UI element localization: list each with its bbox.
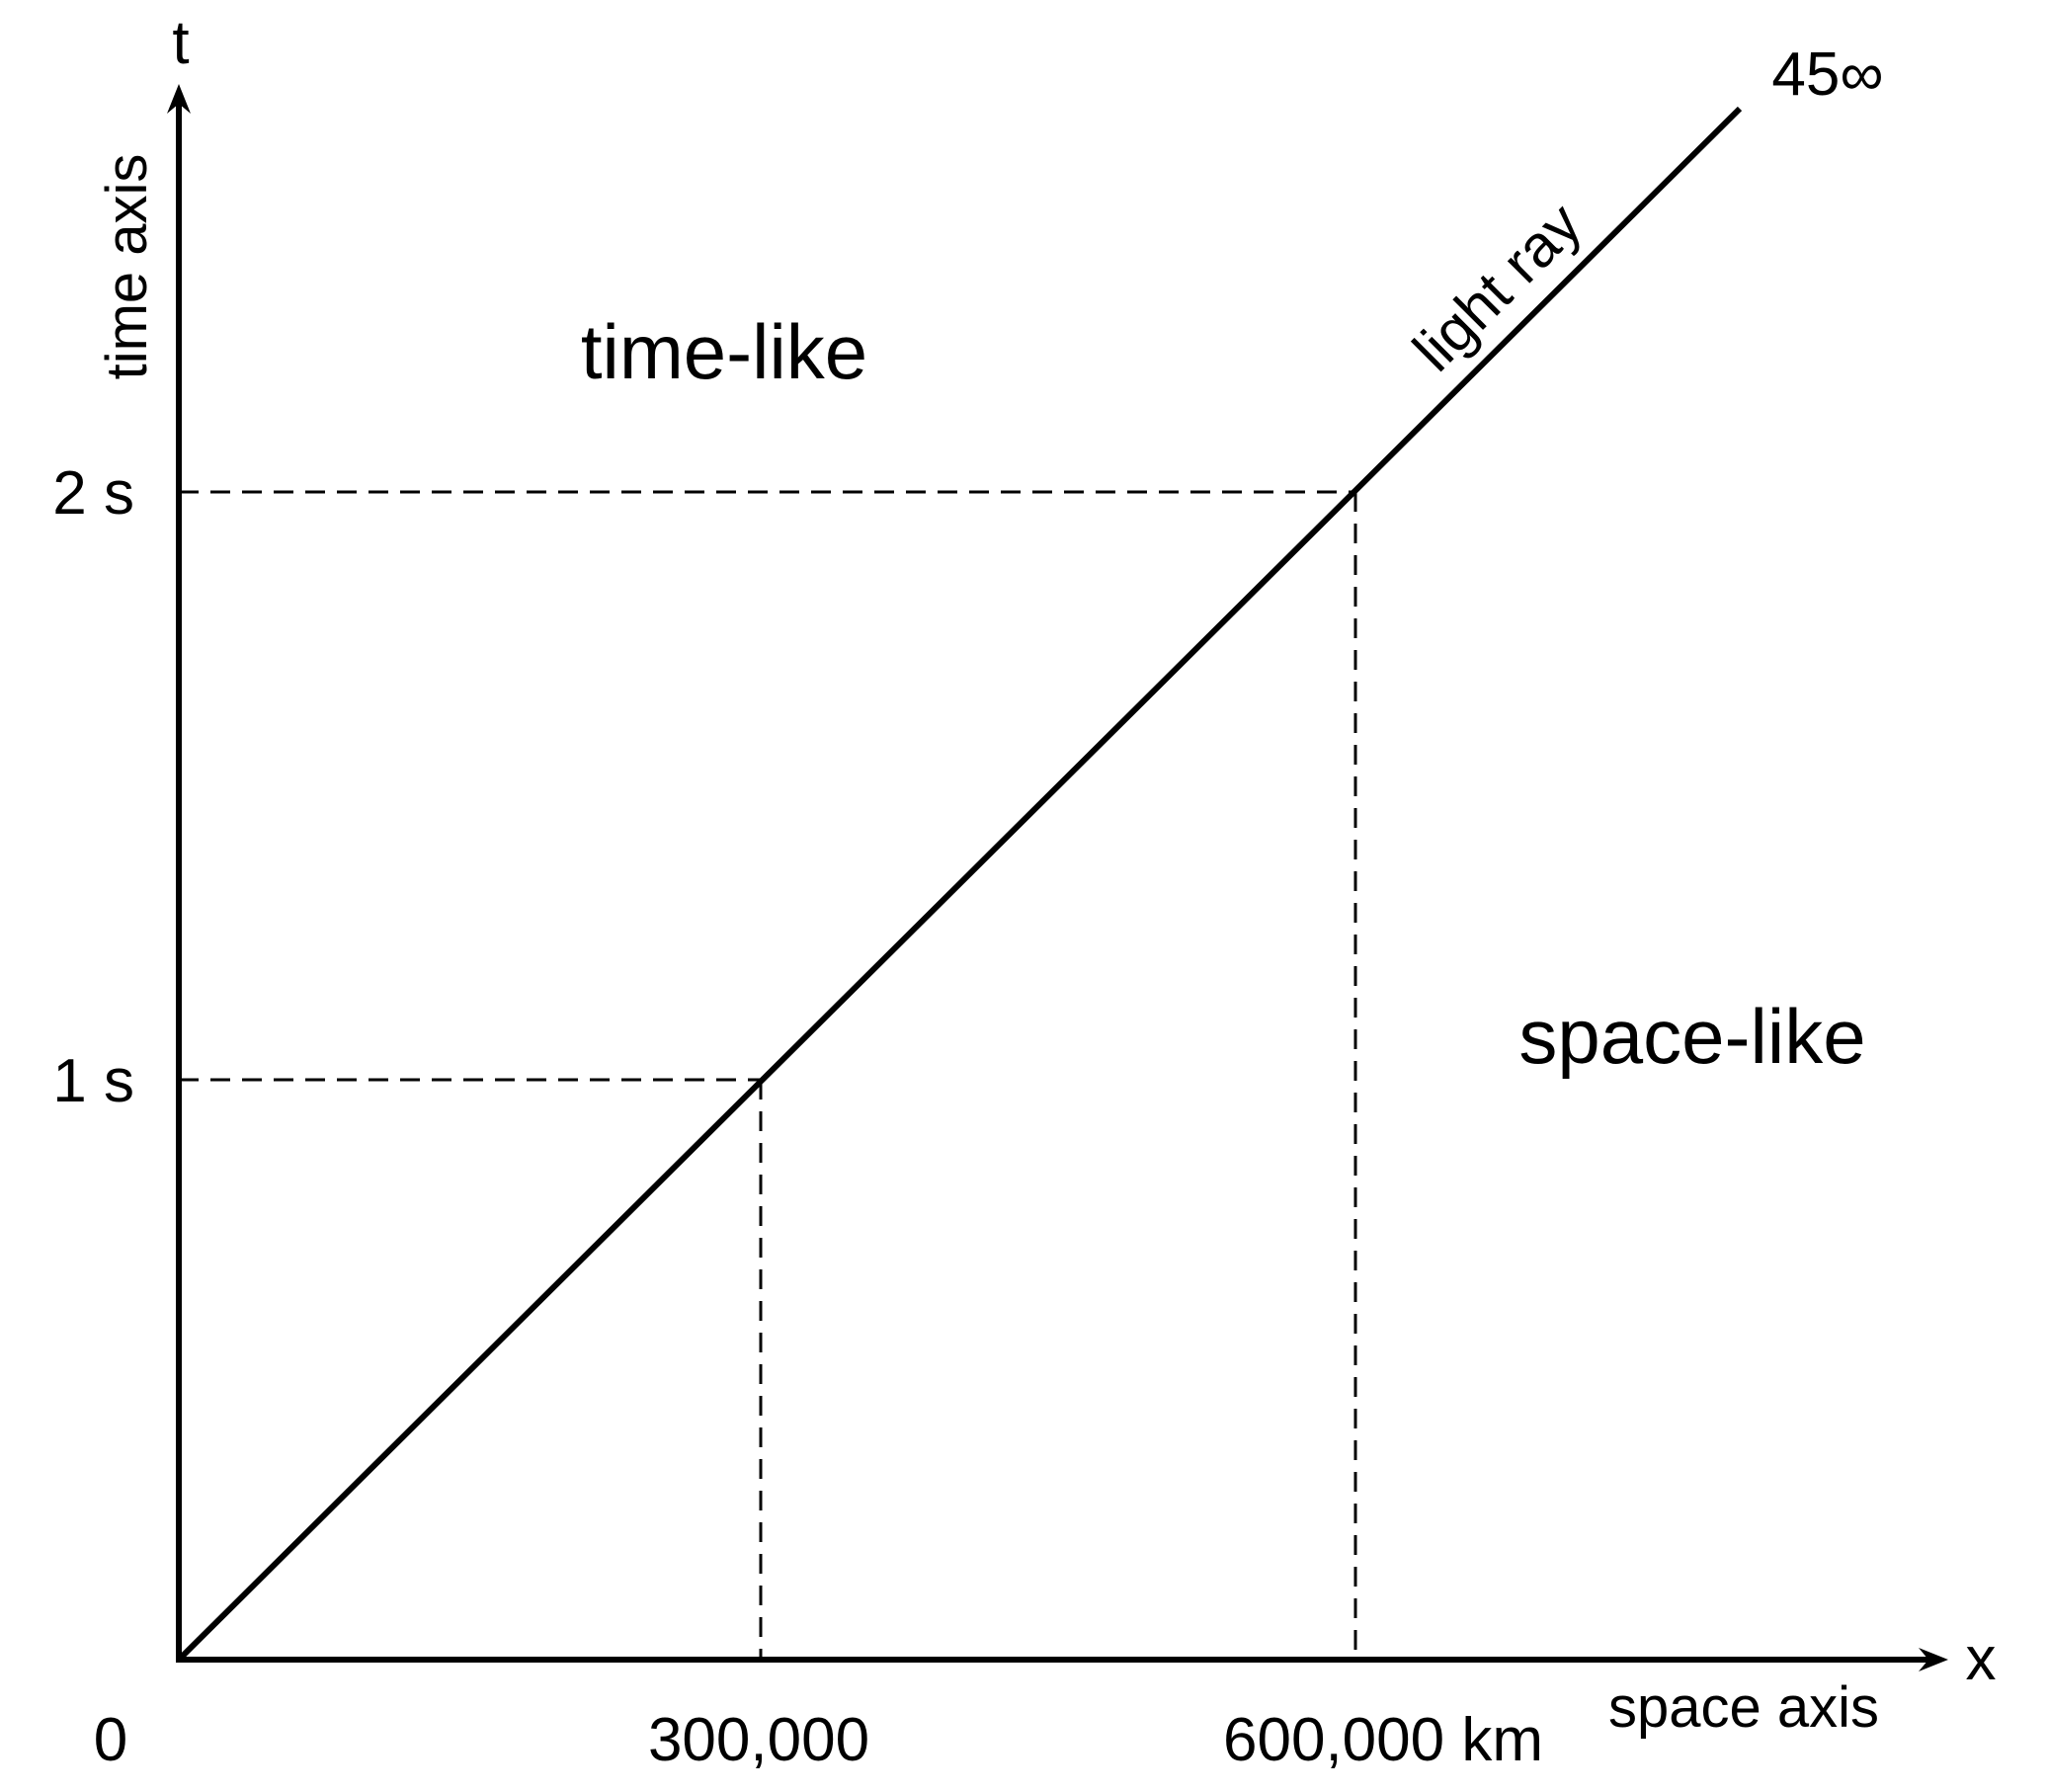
origin-label: 0	[94, 1706, 127, 1774]
angle-label: 45∞	[1771, 41, 1883, 109]
tick-label-300000: 300,000	[648, 1706, 869, 1774]
tick-label-2s: 2 s	[52, 459, 134, 528]
space-axis-letter: x	[1966, 1625, 1997, 1693]
space-axis-label: space axis	[1608, 1675, 1879, 1740]
time-axis-label: time axis	[95, 154, 159, 380]
time-axis-letter: t	[172, 9, 189, 77]
tick-label-1s: 1 s	[52, 1047, 134, 1115]
light-ray-line	[176, 106, 1743, 1663]
space-axis-arrowhead	[1919, 1648, 1948, 1671]
tick-label-600000-km: 600,000 km	[1223, 1706, 1543, 1774]
light-ray-label: light ray	[1401, 191, 1595, 384]
region-timelike-label: time-like	[581, 308, 867, 395]
region-spacelike-label: space-like	[1518, 993, 1865, 1080]
time-axis-arrowhead	[167, 84, 191, 114]
